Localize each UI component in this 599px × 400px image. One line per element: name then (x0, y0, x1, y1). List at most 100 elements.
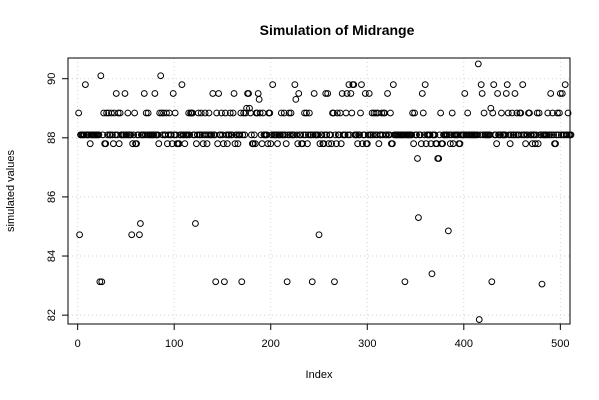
data-point (310, 90, 318, 97)
data-point (205, 109, 213, 117)
chart-title: Simulation of Midrange (260, 22, 415, 38)
data-point (167, 131, 175, 139)
data-point (305, 109, 313, 117)
data-point (131, 109, 139, 117)
data-point (527, 131, 535, 139)
data-point (411, 109, 418, 117)
data-point (268, 131, 276, 139)
y-tick-label: 84 (46, 250, 58, 262)
data-point (410, 140, 418, 148)
data-points (75, 60, 575, 323)
data-point (413, 131, 420, 139)
data-point (331, 278, 338, 286)
data-point (128, 231, 136, 239)
data-point (416, 131, 424, 139)
data-point (238, 278, 246, 286)
data-point (136, 231, 143, 239)
x-tick-label: 500 (551, 338, 569, 350)
data-point (315, 231, 323, 239)
data-point (135, 131, 142, 139)
y-axis-label: simulated values (5, 150, 17, 232)
data-point (75, 109, 83, 117)
data-point (240, 109, 248, 117)
data-point (194, 109, 202, 117)
data-point (76, 231, 83, 239)
data-point (337, 140, 345, 148)
data-point (155, 140, 163, 148)
data-point (301, 109, 308, 117)
data-point (437, 109, 445, 117)
data-point (115, 140, 123, 148)
data-point (212, 278, 220, 286)
data-point (363, 140, 371, 148)
data-point (364, 131, 372, 139)
data-point (389, 81, 397, 88)
data-point (421, 81, 429, 88)
data-point (209, 90, 217, 97)
data-point (492, 131, 500, 139)
data-point (263, 131, 271, 139)
data-point (563, 131, 571, 139)
data-point (293, 131, 301, 139)
data-point (325, 140, 333, 148)
data-point (186, 131, 194, 139)
data-point (535, 109, 543, 117)
data-point (279, 131, 287, 139)
data-point (549, 109, 557, 117)
data-point (533, 109, 541, 117)
data-point (199, 140, 207, 148)
data-point (435, 155, 443, 162)
data-point (383, 131, 390, 139)
data-point (555, 109, 563, 117)
data-point (513, 109, 521, 117)
data-point (95, 131, 103, 139)
data-point (561, 81, 569, 88)
data-point (564, 109, 572, 117)
data-point (277, 109, 285, 117)
data-point (414, 155, 421, 162)
data-point (375, 140, 383, 148)
data-point (359, 140, 366, 148)
x-tick-label: 300 (358, 338, 376, 350)
data-point (309, 131, 317, 139)
data-point (142, 109, 150, 117)
data-point (350, 81, 358, 88)
data-point (426, 131, 434, 139)
y-tick-label: 88 (46, 132, 58, 144)
data-point (304, 131, 312, 139)
data-point (264, 140, 272, 148)
grid (68, 58, 570, 324)
data-point (255, 95, 263, 103)
data-point (102, 140, 110, 148)
data-point (201, 109, 209, 117)
data-point (356, 131, 363, 139)
data-point (229, 109, 237, 117)
data-point (343, 90, 351, 97)
data-point (534, 140, 542, 148)
data-point (274, 140, 281, 148)
data-point (332, 140, 340, 148)
data-point (269, 81, 277, 88)
data-point (185, 109, 193, 117)
data-point (81, 81, 89, 88)
data-point (522, 140, 529, 148)
data-point (107, 131, 114, 139)
data-point (99, 131, 107, 139)
data-point (415, 214, 422, 222)
data-point (246, 104, 253, 112)
data-point (239, 131, 247, 139)
data-point (318, 131, 326, 139)
data-point (154, 131, 162, 139)
data-point (507, 131, 515, 139)
data-point (164, 140, 171, 148)
data-point (225, 131, 233, 139)
data-point (144, 109, 152, 117)
data-point (474, 60, 482, 68)
data-point (299, 140, 306, 148)
data-point (444, 227, 452, 235)
data-point (178, 81, 186, 88)
data-point (291, 81, 299, 88)
data-point (446, 140, 454, 148)
data-point (489, 109, 497, 117)
data-point (150, 131, 158, 139)
